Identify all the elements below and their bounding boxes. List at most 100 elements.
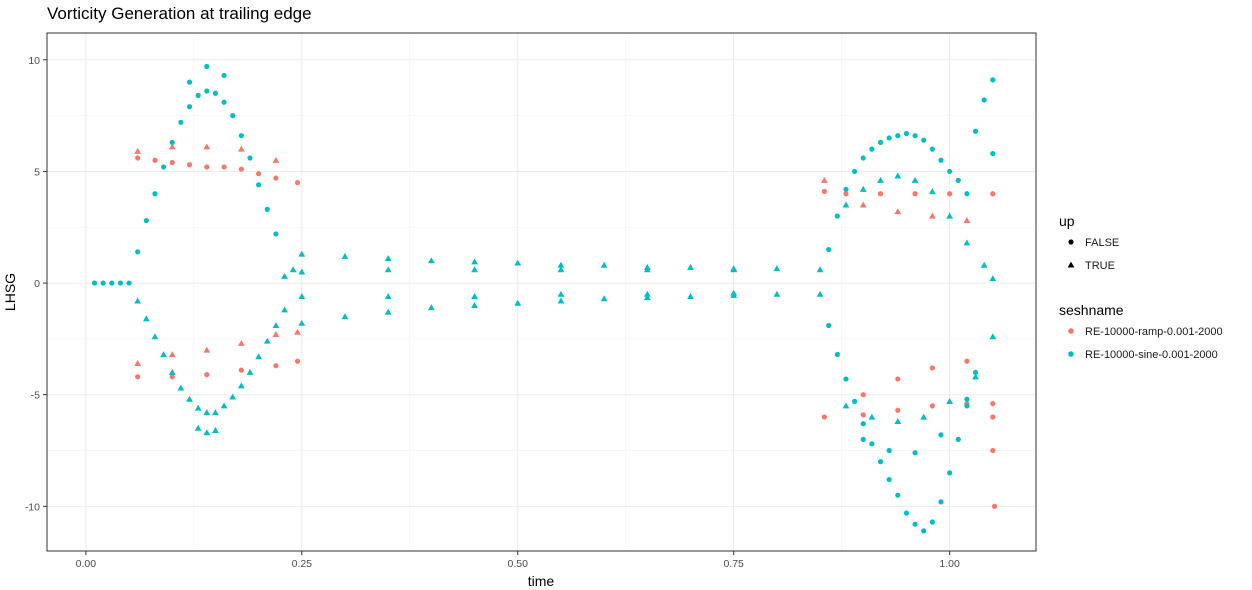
y-tick-label: -5: [31, 390, 40, 402]
data-point: [928, 212, 936, 219]
data-point: [921, 137, 927, 143]
data-point: [195, 92, 201, 99]
data-point: [643, 294, 651, 301]
data-point: [963, 239, 971, 246]
data-point: [877, 459, 884, 465]
data-point: [990, 77, 996, 83]
data-point: [947, 470, 953, 476]
data-point: [991, 503, 998, 509]
data-point: [895, 133, 901, 139]
data-point: [964, 191, 970, 197]
data-point: [221, 72, 227, 79]
legend: up FALSE TRUE seshname RE-10000-ramp-0.001-2…: [1059, 213, 1223, 361]
data-point: [471, 301, 478, 308]
data-point: [990, 401, 996, 407]
data-point: [938, 432, 944, 438]
data-point: [204, 63, 210, 70]
data-point: [895, 376, 901, 382]
data-point: [152, 191, 158, 197]
data-point: [964, 396, 970, 402]
data-point: [938, 499, 944, 505]
data-point: [151, 333, 159, 340]
x-axis-ticks: 0.00 0.25 0.50 0.75 1.00: [76, 551, 960, 570]
data-point: [427, 257, 435, 264]
data-point: [938, 157, 944, 163]
data-point: [990, 191, 996, 197]
data-point: [600, 295, 608, 302]
data-point: [273, 363, 279, 369]
data-point: [929, 403, 935, 409]
data-point: [135, 249, 141, 255]
x-tick-label: 0.00: [76, 558, 97, 570]
data-point: [142, 315, 150, 322]
x-tick-label: 0.25: [292, 558, 313, 570]
data-point: [471, 258, 478, 265]
data-point: [160, 351, 168, 358]
data-point: [773, 290, 781, 297]
data-point: [135, 155, 141, 161]
data-point: [912, 191, 918, 197]
data-point: [955, 177, 961, 183]
x-axis-title: time: [528, 573, 555, 589]
data-point: [272, 331, 280, 337]
data-point: [212, 427, 219, 433]
data-point: [298, 250, 306, 257]
data-point: [903, 130, 910, 137]
data-point: [963, 217, 971, 224]
data-point: [289, 266, 297, 273]
data-point: [384, 293, 392, 300]
data-point: [237, 382, 245, 389]
data-point: [877, 191, 884, 197]
data-point: [247, 155, 253, 161]
data-point: [427, 304, 435, 311]
data-point: [821, 414, 827, 420]
data-point: [929, 146, 935, 152]
data-point: [947, 168, 953, 175]
data-point: [980, 261, 988, 268]
data-point: [384, 266, 392, 273]
data-point: [946, 212, 954, 219]
data-point: [263, 337, 271, 344]
data-point: [203, 143, 211, 150]
y-tick-label: 5: [34, 166, 40, 178]
legend-key-symbol: [1068, 239, 1074, 245]
data-point: [204, 164, 210, 170]
data-point: [341, 252, 349, 259]
data-point: [298, 293, 306, 300]
data-point: [886, 476, 892, 483]
data-point: [826, 322, 832, 329]
data-point: [895, 492, 901, 498]
data-point: [134, 360, 142, 366]
data-point: [169, 159, 175, 166]
data-point: [989, 333, 997, 340]
data-point: [860, 436, 866, 442]
data-point: [169, 374, 175, 380]
data-point: [143, 217, 149, 224]
data-point: [843, 186, 849, 192]
legend-key-symbol: [1067, 261, 1075, 268]
data-point: [972, 128, 979, 134]
data-point: [273, 175, 279, 181]
data-point: [911, 176, 919, 183]
data-point: [643, 290, 651, 297]
legend-label: FALSE: [1085, 237, 1119, 249]
data-point: [964, 403, 970, 409]
legend-title: seshname: [1059, 302, 1124, 318]
data-point: [177, 384, 185, 391]
data-point: [135, 374, 141, 380]
data-point: [964, 358, 970, 364]
data-point: [826, 246, 832, 253]
data-point: [237, 339, 245, 346]
data-point: [989, 275, 997, 282]
data-point: [238, 133, 244, 139]
data-point: [877, 176, 884, 183]
data-point: [246, 368, 254, 375]
data-point: [221, 164, 227, 170]
data-point: [272, 322, 280, 329]
data-point: [91, 280, 98, 286]
data-point: [843, 191, 849, 197]
data-point: [834, 351, 840, 358]
data-point: [860, 392, 866, 398]
data-point: [134, 147, 142, 154]
